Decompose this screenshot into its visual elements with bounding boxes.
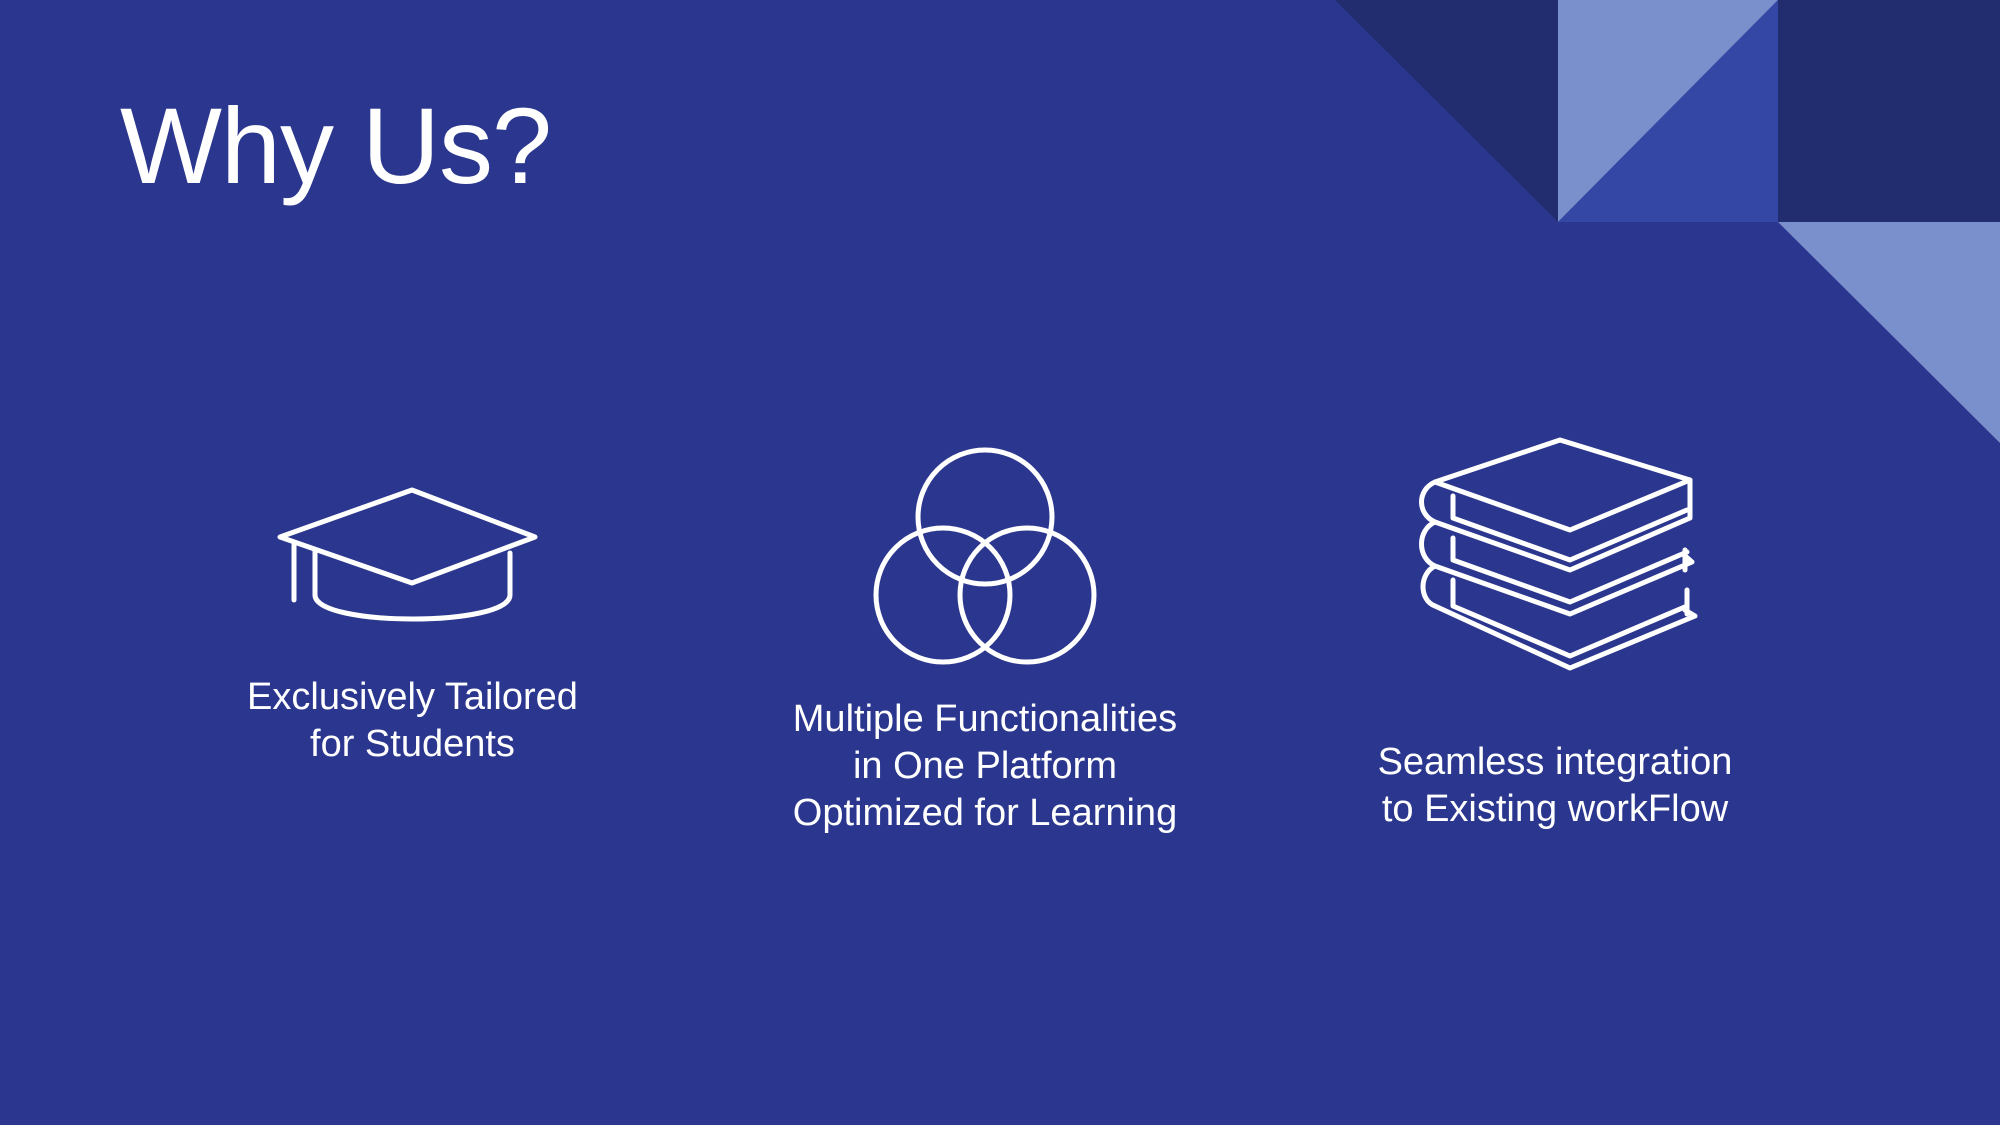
caption-line: for Students xyxy=(310,723,515,765)
feature-caption: Exclusively Tailored for Students xyxy=(247,674,578,768)
caption-line: Seamless integration xyxy=(1377,741,1733,783)
feature-seamless-integration: Seamless integration to Existing workFlo… xyxy=(1350,430,1760,833)
caption-line: Exclusively Tailored xyxy=(247,676,578,718)
dark-diagonal-shape xyxy=(1335,0,1558,222)
light-right-triangle xyxy=(1778,222,2000,443)
caption-line: in One Platform xyxy=(852,745,1117,787)
caption-line: to Existing workFlow xyxy=(1381,788,1729,830)
page-title: Why Us? xyxy=(120,85,552,206)
feature-caption: Multiple Functionalities in One Platform… xyxy=(793,696,1177,837)
venn-diagram-icon xyxy=(873,447,1097,665)
graduation-cap-icon xyxy=(277,487,538,622)
book-stack-icon xyxy=(1419,437,1698,671)
feature-tailored-for-students: Exclusively Tailored for Students xyxy=(210,480,615,768)
feature-caption: Seamless integration to Existing workFlo… xyxy=(1378,739,1733,833)
caption-line: Multiple Functionalities xyxy=(792,698,1178,740)
mid-triangle-shape xyxy=(1558,0,1778,222)
dark-corner-block xyxy=(1778,0,2000,222)
caption-line: Optimized for Learning xyxy=(792,792,1178,834)
feature-multiple-functionalities: Multiple Functionalities in One Platform… xyxy=(765,445,1205,837)
